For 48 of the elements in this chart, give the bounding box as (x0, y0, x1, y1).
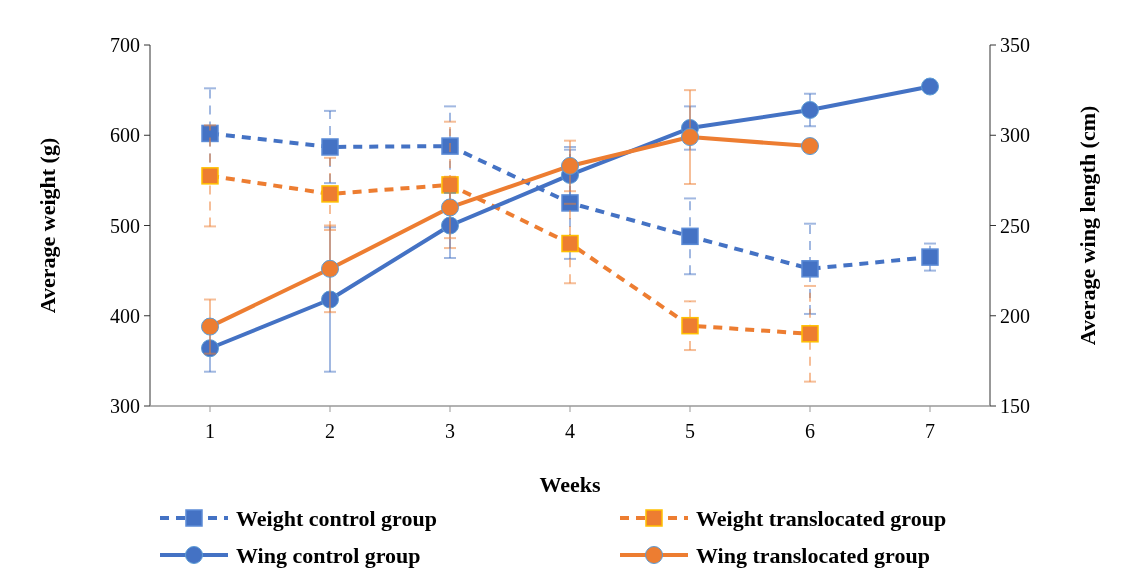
point (681, 227, 699, 246)
y-tick-label: 700 (110, 34, 140, 56)
y-tick-label: 500 (110, 214, 140, 237)
point (321, 290, 339, 309)
y2-tick-label: 200 (1000, 304, 1030, 327)
y-tick-label: 400 (110, 304, 140, 327)
y2-tick-label: 250 (1000, 214, 1030, 237)
point (801, 137, 819, 156)
point (201, 167, 219, 185)
x-tick-label: 1 (205, 420, 215, 442)
point (561, 234, 579, 253)
point (441, 176, 459, 194)
legend-label: Wing control group (236, 542, 421, 568)
point (201, 124, 219, 143)
y2-tick-label: 300 (1000, 124, 1030, 147)
point (801, 100, 819, 119)
point (441, 198, 459, 217)
y-tick-label: 600 (110, 124, 140, 147)
point (321, 259, 339, 278)
x-tick-label: 5 (685, 420, 695, 442)
x-tick-label: 3 (445, 420, 455, 442)
y2-tick-label: 350 (1000, 34, 1030, 56)
legend-label: Wing translocated group (696, 542, 930, 568)
x-axis-title: Weeks (539, 472, 601, 497)
point (321, 138, 339, 156)
point (561, 156, 579, 175)
x-tick-label: 2 (325, 420, 335, 442)
y2-tick-label: 150 (1000, 395, 1030, 417)
x-tick-label: 4 (565, 420, 575, 442)
point (561, 194, 579, 212)
point (921, 77, 939, 96)
point (801, 260, 819, 278)
point (441, 216, 459, 235)
point (201, 317, 219, 336)
x-tick-label: 6 (805, 420, 815, 442)
point (801, 325, 819, 343)
point (441, 137, 459, 155)
point (321, 185, 339, 203)
y-axis-title: Average weight (g) (35, 137, 60, 314)
point (681, 316, 699, 335)
point (201, 339, 219, 358)
x-tick-label: 7 (925, 420, 935, 442)
point (921, 248, 939, 266)
legend-label: Weight translocated group (696, 505, 947, 531)
y-tick-label: 300 (110, 395, 140, 417)
point (681, 128, 699, 147)
y2-axis-title: Average wing length (cm) (1075, 105, 1100, 346)
legend-label: Weight control group (236, 505, 437, 531)
